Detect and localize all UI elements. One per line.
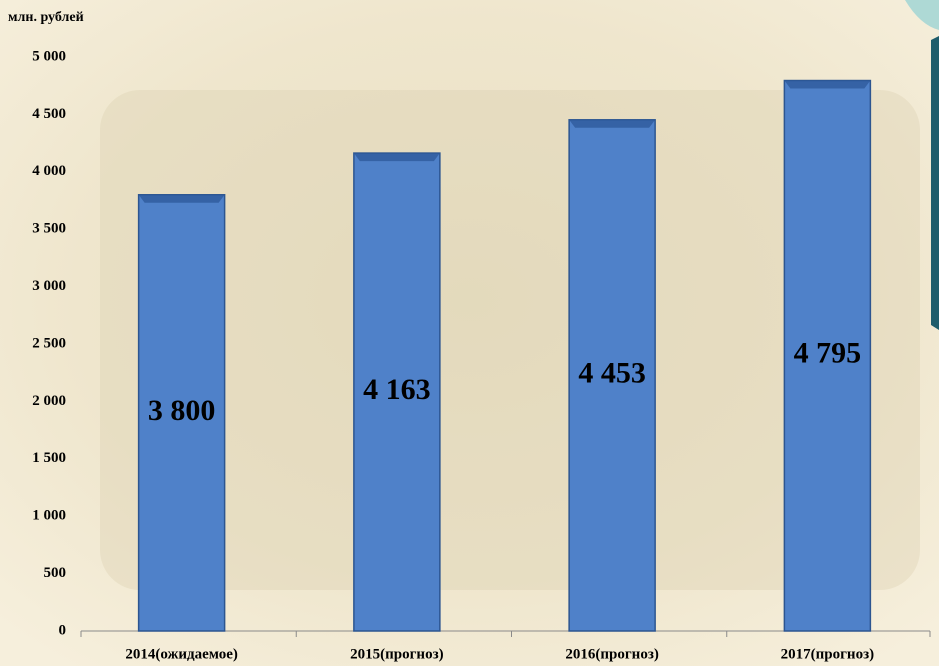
y-tick-label: 3 000 <box>32 278 66 294</box>
y-tick-label: 4 000 <box>32 163 66 179</box>
y-tick-label: 5 000 <box>32 48 66 64</box>
y-tick-label: 4 500 <box>32 106 66 122</box>
data-label: 4 163 <box>363 373 431 406</box>
bar-bevel <box>569 120 655 128</box>
bar-bevel <box>139 195 225 203</box>
x-tick-label: 2016(прогноз) <box>565 646 658 662</box>
data-label: 4 795 <box>794 337 862 370</box>
x-tick-label: 2014(ожидаемое) <box>125 646 238 662</box>
y-tick-label: 500 <box>44 565 67 581</box>
y-tick-label: 1 000 <box>32 508 66 524</box>
side-panel <box>931 36 939 330</box>
bar-bevel <box>784 81 870 89</box>
x-tick-label: 2015(прогноз) <box>350 646 443 662</box>
data-label: 4 453 <box>578 356 646 389</box>
bar-bevel <box>354 153 440 161</box>
y-tick-label: 3 500 <box>32 221 66 237</box>
y-tick-label: 2 000 <box>32 393 66 409</box>
y-tick-label: 1 500 <box>32 450 66 466</box>
data-label: 3 800 <box>148 394 216 427</box>
x-tick-label: 2017(прогноз) <box>781 646 874 662</box>
y-tick-label: 0 <box>59 622 67 638</box>
chart: млн. рублей 0 500 1 000 1 500 2 000 2 500 3 00… <box>0 0 939 666</box>
y-axis-label: млн. рублей <box>8 10 84 25</box>
y-tick-label: 2 500 <box>32 335 66 351</box>
